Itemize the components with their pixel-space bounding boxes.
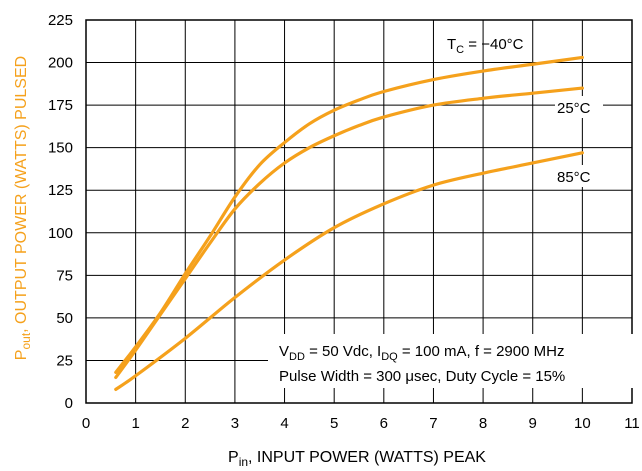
x-tick-label-6: 6 (380, 415, 388, 432)
y-tick-label-2: 50 (56, 310, 73, 327)
series-label-bg-25c (555, 96, 603, 118)
y-axis-title: Pout, OUTPUT POWER (WATTS) PULSED (13, 56, 33, 360)
x-tick-label-11: 11 (624, 415, 640, 432)
x-tick-label-3: 3 (231, 415, 239, 432)
y-tick-label-9: 225 (48, 12, 73, 29)
x-tick-label-4: 4 (280, 415, 288, 432)
curve-85c (114, 151, 584, 391)
y-tick-label-5: 125 (48, 182, 73, 199)
y-tick-label-7: 175 (48, 97, 73, 114)
conditions-box-bg (268, 334, 634, 388)
conditions-line-2: Pulse Width = 300 μsec, Duty Cycle = 15% (279, 368, 565, 385)
curve-25c (114, 86, 584, 380)
x-tick-label-10: 10 (574, 415, 591, 432)
x-tick-label-8: 8 (479, 415, 487, 432)
x-tick-label-9: 9 (529, 415, 537, 432)
series-label-25c: 25°C (557, 100, 591, 117)
curve-minus40c (114, 55, 584, 374)
x-tick-labels: 0 1 2 3 4 5 6 7 8 9 10 11 (82, 415, 640, 432)
y-tick-label-4: 100 (48, 225, 73, 242)
conditions-line-1: VDD = 50 Vdc, IDQ = 100 mA, f = 2900 MHz (279, 343, 564, 363)
curves (114, 55, 584, 391)
y-tick-labels: 0 25 50 75 100 125 150 175 200 225 (48, 12, 73, 412)
y-tick-label-0: 0 (65, 395, 73, 412)
x-tick-label-2: 2 (181, 415, 189, 432)
x-tick-label-1: 1 (131, 415, 139, 432)
x-tick-label-0: 0 (82, 415, 90, 432)
x-axis-title: Pin, INPUT POWER (WATTS) PEAK (228, 449, 486, 469)
plot-frame (85, 19, 633, 404)
series-label-bg-85c (555, 165, 603, 187)
series-label-85c: 85°C (557, 169, 591, 186)
y-tick-label-6: 150 (48, 140, 73, 157)
x-tick-label-7: 7 (429, 415, 437, 432)
series-label-minus40c: TC = −40°C (447, 36, 524, 56)
x-tick-label-5: 5 (330, 415, 338, 432)
y-tick-label-8: 200 (48, 55, 73, 72)
y-tick-label-3: 75 (56, 267, 73, 284)
y-tick-label-1: 25 (56, 352, 73, 369)
